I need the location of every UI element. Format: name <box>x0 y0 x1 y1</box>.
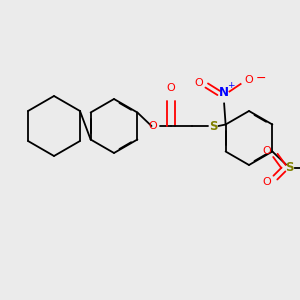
Text: S: S <box>209 119 217 133</box>
Text: N: N <box>219 86 229 100</box>
Text: O: O <box>262 146 271 156</box>
Text: S: S <box>285 161 293 175</box>
Text: O: O <box>167 83 176 93</box>
Text: −: − <box>256 71 266 85</box>
Text: O: O <box>262 177 271 188</box>
Text: O: O <box>148 121 158 131</box>
Text: O: O <box>244 75 253 85</box>
Text: O: O <box>194 77 203 88</box>
Text: +: + <box>227 81 235 90</box>
